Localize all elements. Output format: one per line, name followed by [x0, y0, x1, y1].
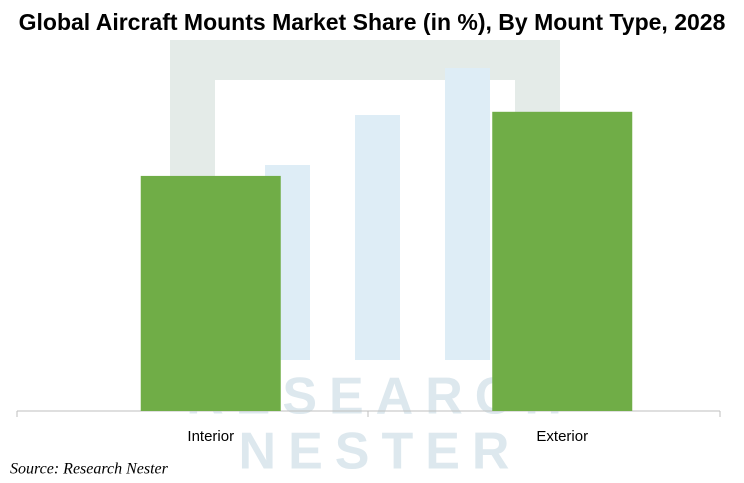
watermark-text: NESTER	[239, 423, 522, 481]
chart-title: Global Aircraft Mounts Market Share (in …	[18, 9, 726, 35]
bar	[492, 111, 633, 412]
bar	[140, 175, 281, 411]
watermark-shapes	[170, 40, 560, 360]
x-tick-label: Exterior	[536, 428, 588, 445]
x-tick-label: Interior	[187, 428, 234, 445]
source: Source: Research Nester	[10, 461, 169, 478]
